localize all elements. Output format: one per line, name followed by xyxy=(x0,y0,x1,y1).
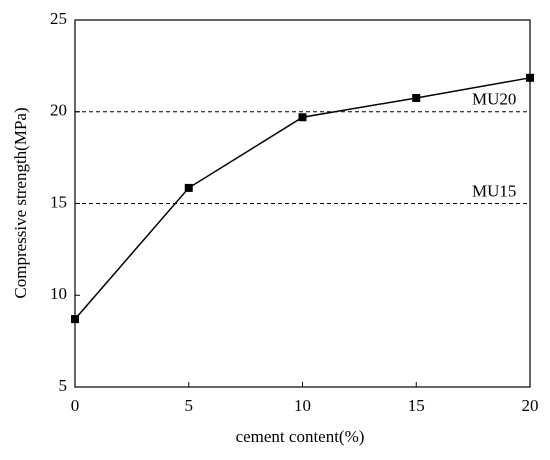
point-marker xyxy=(71,315,79,324)
y-tick-label: 20 xyxy=(50,101,67,120)
point-marker xyxy=(526,73,534,82)
y-tick-label: 5 xyxy=(59,376,68,395)
x-tick-label: 20 xyxy=(522,396,539,415)
reference-label: MU20 xyxy=(472,90,516,109)
x-tick-label: 5 xyxy=(185,396,194,415)
y-tick-label: 10 xyxy=(50,284,67,303)
point-marker xyxy=(412,93,421,102)
x-tick-label: 15 xyxy=(408,396,425,415)
x-tick-label: 0 xyxy=(71,396,80,415)
y-tick-label: 15 xyxy=(50,192,67,211)
y-axis-label: Compressive strength(MPa) xyxy=(11,107,30,298)
point-marker xyxy=(184,183,193,192)
point-marker xyxy=(298,113,307,122)
y-tick-label: 25 xyxy=(50,9,67,28)
x-tick-label: 10 xyxy=(294,396,311,415)
x-axis-label: cement content(%) xyxy=(236,427,365,446)
reference-label: MU15 xyxy=(472,181,516,200)
